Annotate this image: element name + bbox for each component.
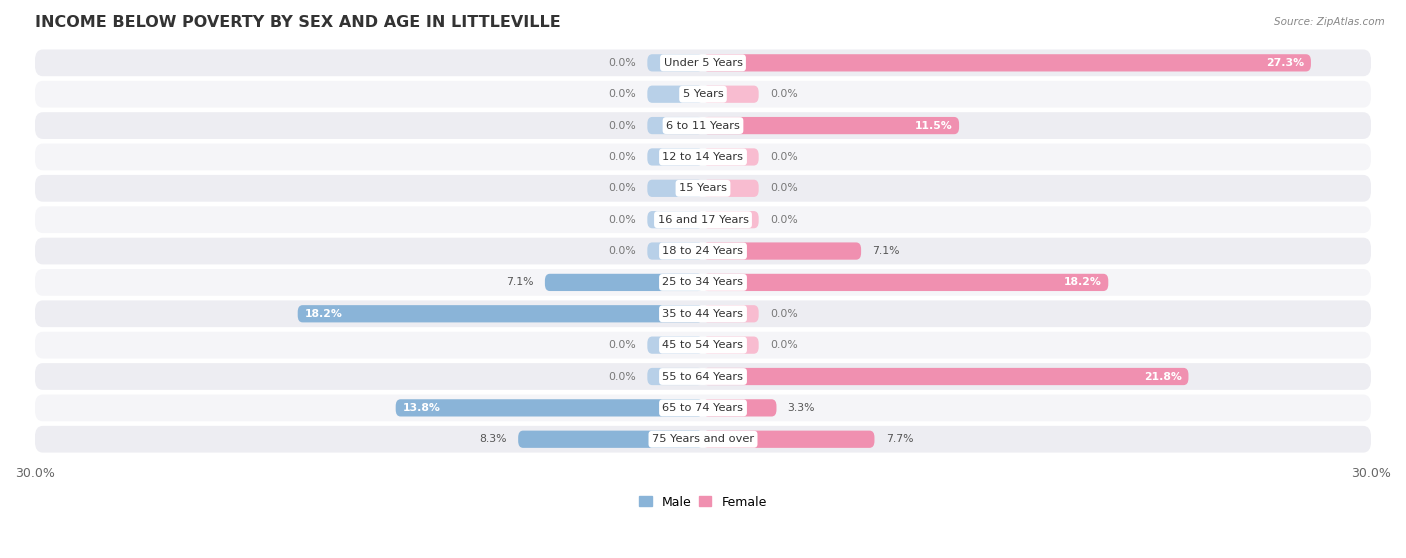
Text: 0.0%: 0.0% [609,246,636,256]
FancyBboxPatch shape [703,54,1310,71]
Text: 0.0%: 0.0% [609,89,636,99]
FancyBboxPatch shape [703,336,759,354]
Text: 0.0%: 0.0% [609,121,636,131]
FancyBboxPatch shape [703,180,759,197]
Text: 27.3%: 27.3% [1267,58,1305,68]
FancyBboxPatch shape [395,400,703,416]
Text: 18.2%: 18.2% [1064,277,1102,287]
Text: 3.3%: 3.3% [787,403,815,413]
Text: 0.0%: 0.0% [609,372,636,382]
Text: 13.8%: 13.8% [402,403,440,413]
Text: 55 to 64 Years: 55 to 64 Years [662,372,744,382]
FancyBboxPatch shape [703,400,776,416]
FancyBboxPatch shape [35,395,1371,421]
Text: 0.0%: 0.0% [609,340,636,350]
FancyBboxPatch shape [647,117,703,134]
FancyBboxPatch shape [647,368,703,385]
Text: 16 and 17 Years: 16 and 17 Years [658,215,748,225]
Text: 0.0%: 0.0% [609,184,636,193]
Text: 0.0%: 0.0% [609,58,636,68]
FancyBboxPatch shape [703,368,1188,385]
FancyBboxPatch shape [35,332,1371,358]
Text: 11.5%: 11.5% [915,121,952,131]
FancyBboxPatch shape [35,426,1371,453]
Text: 18 to 24 Years: 18 to 24 Years [662,246,744,256]
FancyBboxPatch shape [647,54,703,71]
Text: 0.0%: 0.0% [770,340,797,350]
FancyBboxPatch shape [647,85,703,103]
Text: 0.0%: 0.0% [770,89,797,99]
Text: 6 to 11 Years: 6 to 11 Years [666,121,740,131]
FancyBboxPatch shape [35,175,1371,201]
FancyBboxPatch shape [35,363,1371,390]
FancyBboxPatch shape [703,305,759,323]
Text: 35 to 44 Years: 35 to 44 Years [662,309,744,319]
Text: 0.0%: 0.0% [770,215,797,225]
FancyBboxPatch shape [703,274,1108,291]
Text: 8.3%: 8.3% [479,434,508,444]
Text: 0.0%: 0.0% [609,215,636,225]
FancyBboxPatch shape [546,274,703,291]
Text: 75 Years and over: 75 Years and over [652,434,754,444]
FancyBboxPatch shape [35,206,1371,233]
Text: 15 Years: 15 Years [679,184,727,193]
Text: 12 to 14 Years: 12 to 14 Years [662,152,744,162]
FancyBboxPatch shape [703,431,875,448]
FancyBboxPatch shape [35,300,1371,327]
Text: 7.1%: 7.1% [872,246,900,256]
Text: Source: ZipAtlas.com: Source: ZipAtlas.com [1274,17,1385,27]
Text: 0.0%: 0.0% [770,184,797,193]
Text: 7.7%: 7.7% [886,434,912,444]
FancyBboxPatch shape [35,112,1371,139]
FancyBboxPatch shape [35,269,1371,296]
FancyBboxPatch shape [298,305,703,323]
FancyBboxPatch shape [703,85,759,103]
Text: 21.8%: 21.8% [1144,372,1182,382]
Text: 18.2%: 18.2% [304,309,342,319]
FancyBboxPatch shape [35,81,1371,108]
Text: 65 to 74 Years: 65 to 74 Years [662,403,744,413]
FancyBboxPatch shape [703,211,759,228]
Legend: Male, Female: Male, Female [634,491,772,514]
Text: 25 to 34 Years: 25 to 34 Years [662,277,744,287]
FancyBboxPatch shape [647,180,703,197]
Text: INCOME BELOW POVERTY BY SEX AND AGE IN LITTLEVILLE: INCOME BELOW POVERTY BY SEX AND AGE IN L… [35,15,561,30]
Text: 0.0%: 0.0% [609,152,636,162]
FancyBboxPatch shape [647,211,703,228]
FancyBboxPatch shape [703,117,959,134]
Text: 5 Years: 5 Years [683,89,723,99]
FancyBboxPatch shape [647,336,703,354]
Text: Under 5 Years: Under 5 Years [664,58,742,68]
FancyBboxPatch shape [647,242,703,259]
Text: 7.1%: 7.1% [506,277,534,287]
FancyBboxPatch shape [703,148,759,166]
FancyBboxPatch shape [703,242,860,259]
Text: 0.0%: 0.0% [770,152,797,162]
Text: 0.0%: 0.0% [770,309,797,319]
FancyBboxPatch shape [647,148,703,166]
FancyBboxPatch shape [35,238,1371,264]
Text: 45 to 54 Years: 45 to 54 Years [662,340,744,350]
FancyBboxPatch shape [519,431,703,448]
FancyBboxPatch shape [35,50,1371,76]
FancyBboxPatch shape [35,143,1371,170]
